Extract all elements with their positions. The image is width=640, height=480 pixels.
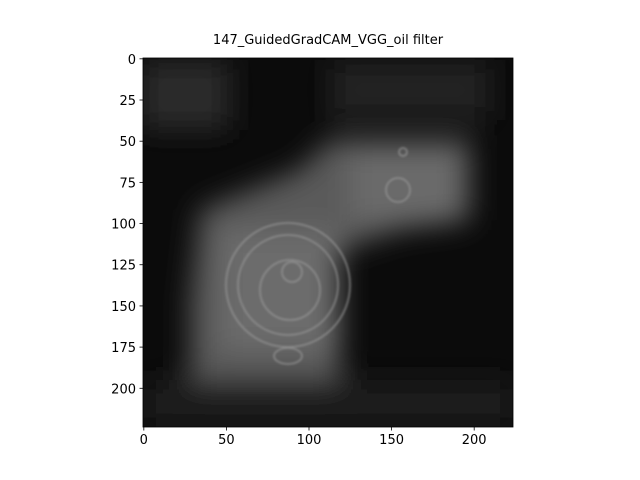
y-tick-label: 100 [111, 218, 136, 233]
y-tick-label: 175 [111, 341, 136, 356]
x-tick-label: 150 [379, 433, 404, 448]
y-tick-label: 75 [119, 176, 136, 191]
y-tick-label: 25 [119, 94, 136, 109]
image [143, 58, 513, 427]
x-tick-label: 0 [140, 433, 148, 448]
x-tick-label: 50 [218, 433, 235, 448]
y-tick-label: 150 [111, 300, 136, 315]
axes-frame [142, 57, 514, 428]
chart-title: 147_GuidedGradCAM_VGG_oil filter [213, 33, 444, 48]
x-tick-label: 100 [297, 433, 322, 448]
y-tick-label: 200 [111, 382, 136, 397]
y-tick-label: 125 [111, 259, 136, 274]
y-tick-label: 50 [119, 135, 136, 150]
x-tick-label: 200 [462, 433, 487, 448]
y-tick-label: 0 [128, 53, 136, 68]
